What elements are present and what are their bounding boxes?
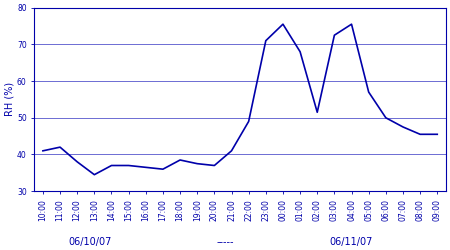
Text: -----: -----: [216, 237, 234, 247]
Text: 06/11/07: 06/11/07: [329, 237, 373, 247]
Y-axis label: RH (%): RH (%): [4, 82, 14, 116]
Text: 06/10/07: 06/10/07: [68, 237, 112, 247]
